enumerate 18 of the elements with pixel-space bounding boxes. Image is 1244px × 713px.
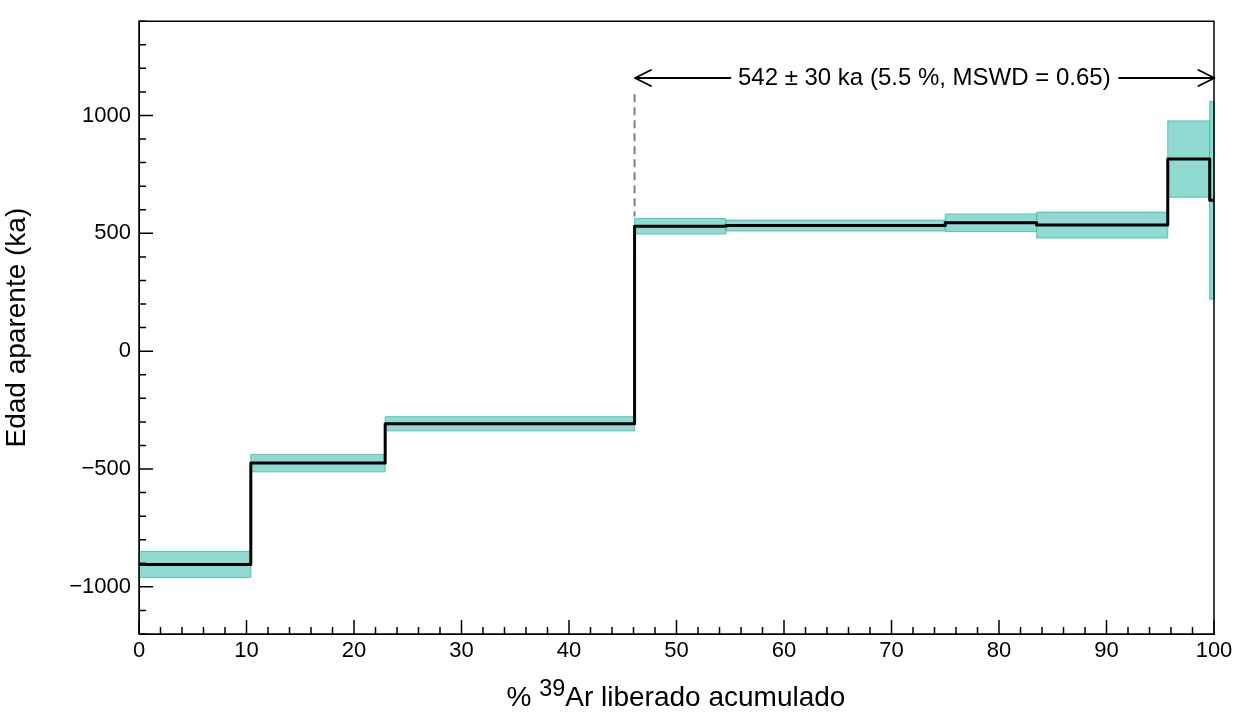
y-tick-label: 0 [118, 337, 131, 363]
x-tick-label: 40 [556, 637, 582, 663]
y-axis-title: Edad aparente (ka) [0, 207, 31, 448]
x-tick-label: 80 [986, 637, 1012, 663]
x-tick-label: 70 [879, 637, 904, 663]
x-tick-label: 100 [1195, 637, 1233, 663]
x-tick-label: 20 [341, 637, 367, 663]
y-tick-label: 500 [94, 219, 131, 245]
annotation: 542 ± 30 ka (5.5 %, MSWD = 0.65) [737, 62, 1111, 90]
x-tick-label: 50 [664, 637, 689, 663]
y-tick-label: −1000 [69, 572, 131, 598]
x-tick-label: 60 [771, 637, 797, 663]
y-tick-label: 1000 [82, 101, 131, 127]
y-tick-label: −500 [81, 455, 131, 481]
x-tick-label: 10 [234, 637, 259, 663]
x-axis-title: % $^{39}$Ar liberado acumulado [505, 674, 847, 713]
x-tick-label: 30 [449, 637, 474, 663]
x-tick-label: 90 [1094, 637, 1119, 663]
